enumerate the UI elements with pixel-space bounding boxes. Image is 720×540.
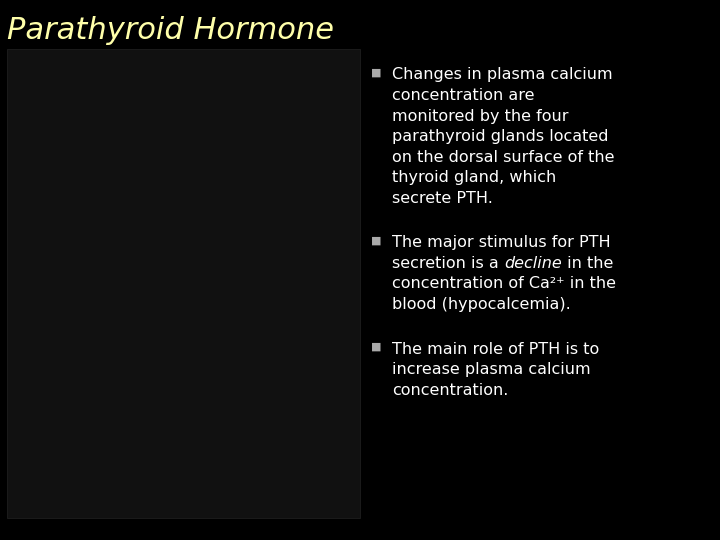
Text: The major stimulus for PTH: The major stimulus for PTH	[392, 235, 611, 251]
Text: secretion is a: secretion is a	[392, 256, 504, 271]
Text: increase plasma calcium: increase plasma calcium	[392, 362, 591, 377]
Text: concentration.: concentration.	[392, 383, 509, 398]
Text: ■: ■	[371, 235, 382, 246]
Text: in the: in the	[562, 256, 613, 271]
Text: Changes in plasma calcium: Changes in plasma calcium	[392, 68, 613, 83]
Text: parathyroid glands located: parathyroid glands located	[392, 129, 609, 144]
Text: The main role of PTH is to: The main role of PTH is to	[392, 342, 600, 357]
Text: thyroid gland, which: thyroid gland, which	[392, 170, 557, 185]
Text: ■: ■	[371, 342, 382, 352]
FancyBboxPatch shape	[7, 49, 360, 518]
Text: ■: ■	[371, 68, 382, 78]
Text: secrete PTH.: secrete PTH.	[392, 191, 493, 206]
Text: on the dorsal surface of the: on the dorsal surface of the	[392, 150, 615, 165]
Text: Parathyroid Hormone: Parathyroid Hormone	[7, 16, 334, 45]
Text: blood (hypocalcemia).: blood (hypocalcemia).	[392, 297, 571, 312]
Text: concentration of Ca²⁺ in the: concentration of Ca²⁺ in the	[392, 276, 616, 292]
Text: monitored by the four: monitored by the four	[392, 109, 569, 124]
Text: concentration are: concentration are	[392, 88, 535, 103]
Text: decline: decline	[504, 256, 562, 271]
